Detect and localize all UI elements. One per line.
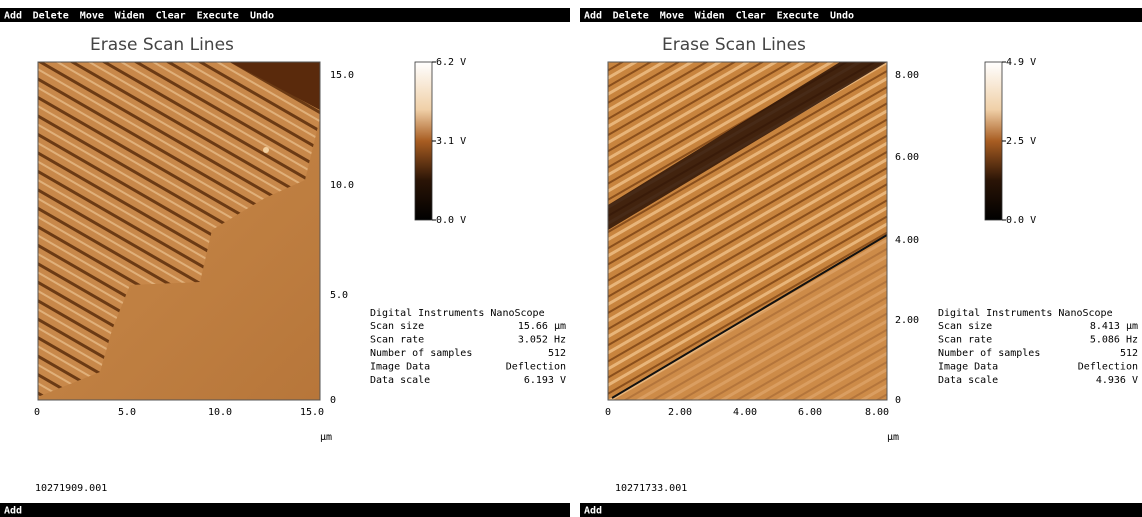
info-value: 5.086 Hz	[1090, 335, 1138, 346]
panel-title: Erase Scan Lines	[90, 35, 234, 55]
afm-image	[608, 62, 887, 400]
menu-item[interactable]: Undo	[250, 11, 274, 22]
menu-item[interactable]: Delete	[33, 11, 69, 22]
info-value: 3.052 Hz	[518, 335, 566, 346]
y-axis-label: 0	[895, 395, 901, 406]
info-value: Deflection	[1078, 362, 1138, 373]
menu-item[interactable]: Delete	[613, 11, 649, 22]
info-value: 15.66 µm	[518, 321, 566, 332]
colorbar-label: 4.9 V	[1006, 57, 1036, 68]
y-axis-label: 2.00	[895, 315, 919, 326]
x-axis-label: 15.0	[300, 407, 324, 418]
filename: 10271733.001	[615, 483, 687, 494]
info-value: 512	[1120, 348, 1138, 359]
x-axis-label: 5.0	[118, 407, 136, 418]
info-value: 8.413 µm	[1090, 321, 1138, 332]
menu-item[interactable]: Add	[584, 11, 602, 22]
menu-item[interactable]: Execute	[777, 11, 819, 22]
info-value: 512	[548, 348, 566, 359]
info-label: Image Data	[370, 362, 430, 373]
panel-title: Erase Scan Lines	[662, 35, 806, 55]
x-axis-label: 8.00	[865, 407, 889, 418]
x-axis-label: 10.0	[208, 407, 232, 418]
screen: Add Delete Move Widen Clear Execute Undo Erase …	[0, 0, 1142, 517]
colorbar-label: 2.5 V	[1006, 136, 1036, 147]
afm-image	[38, 62, 320, 400]
y-axis-label: 0	[330, 395, 336, 406]
info-header: Digital Instruments NanoScope	[370, 308, 545, 319]
menu-item[interactable]: Undo	[830, 11, 854, 22]
info-label: Scan rate	[370, 335, 424, 346]
colorbar-label: 0.0 V	[1006, 215, 1036, 226]
y-axis-label: 8.00	[895, 70, 919, 81]
colorbar-label: 0.0 V	[436, 215, 466, 226]
menu-item[interactable]: Clear	[156, 11, 186, 22]
info-label: Scan size	[938, 321, 992, 332]
info-value: Deflection	[506, 362, 566, 373]
axis-unit: µm	[320, 432, 332, 443]
colorbar	[985, 62, 1002, 220]
y-axis-label: 6.00	[895, 152, 919, 163]
status-text: Add	[584, 506, 602, 517]
info-label: Data scale	[938, 375, 998, 386]
status-text: Add	[4, 506, 22, 517]
menu-item[interactable]: Move	[80, 11, 104, 22]
info-header: Digital Instruments NanoScope	[938, 308, 1113, 319]
menu-item[interactable]: Move	[660, 11, 684, 22]
filename: 10271909.001	[35, 483, 107, 494]
status-bar	[580, 503, 1142, 517]
menu-item[interactable]: Execute	[197, 11, 239, 22]
page: Add Delete Move Widen Clear Execute Undo Erase …	[0, 0, 1142, 517]
y-axis-label: 10.0	[330, 180, 354, 191]
x-axis-label: 4.00	[733, 407, 757, 418]
x-axis-label: 6.00	[798, 407, 822, 418]
menu-item[interactable]: Clear	[736, 11, 766, 22]
colorbar-label: 6.2 V	[436, 57, 466, 68]
info-label: Number of samples	[938, 348, 1040, 359]
x-axis-label: 2.00	[668, 407, 692, 418]
divider	[570, 0, 580, 517]
menu-item[interactable]: Add	[4, 11, 22, 22]
info-label: Scan rate	[938, 335, 992, 346]
info-label: Data scale	[370, 375, 430, 386]
y-axis-label: 4.00	[895, 235, 919, 246]
y-axis-label: 5.0	[330, 290, 348, 301]
y-axis-label: 15.0	[330, 70, 354, 81]
axis-unit: µm	[887, 432, 899, 443]
status-bar	[0, 503, 570, 517]
info-value: 6.193 V	[524, 375, 566, 386]
menu-item[interactable]: Widen	[115, 10, 145, 22]
x-axis-label: 0	[34, 407, 40, 418]
colorbar-label: 3.1 V	[436, 136, 466, 147]
menu-item[interactable]: Widen	[695, 10, 725, 22]
x-axis-label: 0	[605, 407, 611, 418]
info-label: Number of samples	[370, 348, 472, 359]
info-label: Scan size	[370, 321, 424, 332]
colorbar	[415, 62, 432, 220]
info-label: Image Data	[938, 362, 998, 373]
info-value: 4.936 V	[1096, 375, 1138, 386]
